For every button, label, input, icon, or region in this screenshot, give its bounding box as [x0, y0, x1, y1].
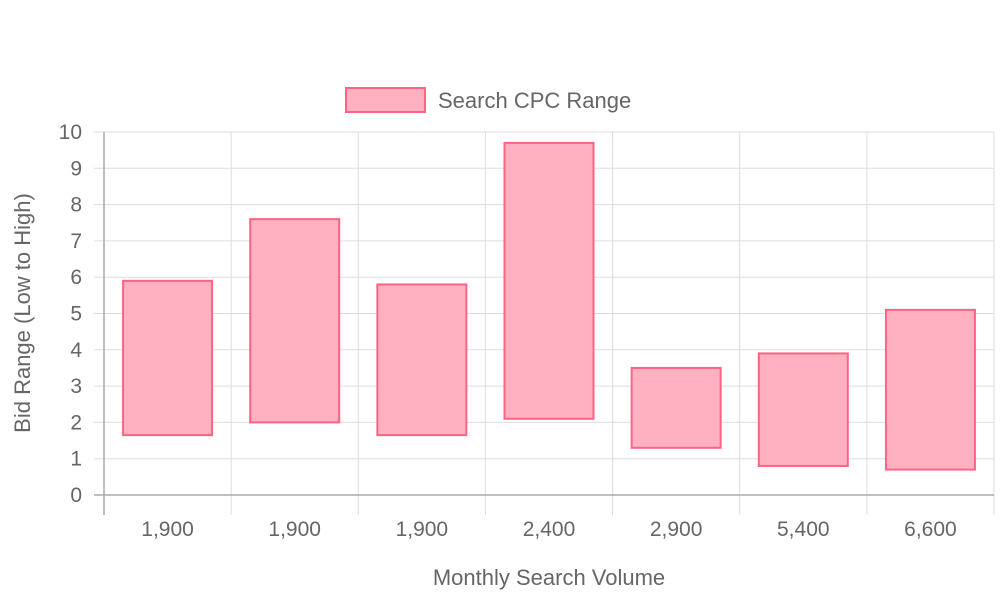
range-bar[interactable] — [503, 141, 595, 420]
x-tick-label: 6,600 — [904, 518, 957, 541]
x-tick-label: 5,400 — [777, 518, 830, 541]
x-tick-label: 1,900 — [141, 518, 194, 541]
y-tick-label: 8 — [70, 194, 82, 217]
y-tick-label: 9 — [70, 157, 82, 180]
x-tick-label: 2,400 — [523, 518, 576, 541]
y-tick-label: 2 — [70, 411, 82, 434]
y-tick-label: 5 — [70, 303, 82, 326]
y-tick-label: 7 — [70, 230, 82, 253]
y-tick-label: 1 — [70, 448, 82, 471]
range-bar[interactable] — [249, 218, 341, 424]
range-bar[interactable] — [757, 352, 849, 467]
y-tick-label: 10 — [59, 121, 82, 144]
range-bar[interactable] — [884, 308, 976, 471]
x-axis-title: Monthly Search Volume — [433, 565, 665, 590]
y-tick-label: 6 — [70, 266, 82, 289]
y-tick-label: 0 — [70, 484, 82, 507]
bars-layer — [122, 141, 976, 471]
y-tick-label: 3 — [70, 375, 82, 398]
x-tick-label: 2,900 — [650, 518, 703, 541]
range-bar[interactable] — [122, 279, 214, 437]
axis-layer: 0 1 2 3 4 5 6 7 8 9 10 1,900 1,900 1,900 2,400 2,900 5,4… — [59, 121, 994, 541]
y-tick-label: 4 — [70, 339, 82, 362]
legend-label: Search CPC Range — [438, 88, 631, 113]
y-axis-title: Bid Range (Low to High) — [10, 193, 35, 433]
legend-swatch — [345, 87, 426, 113]
range-bar[interactable] — [630, 366, 722, 449]
x-tick-label: 1,900 — [396, 518, 449, 541]
x-tick-label: 1,900 — [268, 518, 321, 541]
legend[interactable]: Search CPC Range — [345, 87, 631, 113]
range-bar[interactable] — [376, 283, 468, 437]
